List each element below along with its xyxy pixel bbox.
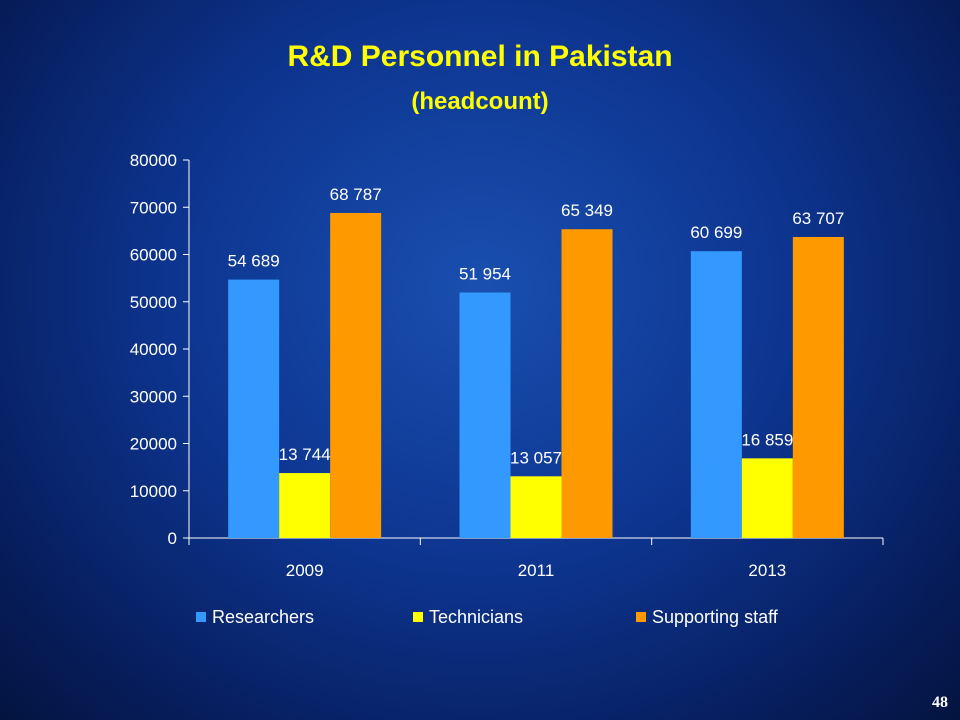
y-tick-label: 70000 — [130, 198, 177, 217]
bar-researchers — [228, 279, 280, 538]
y-tick-label: 40000 — [130, 340, 177, 359]
bar-technicians — [279, 473, 331, 538]
data-label: 65 349 — [561, 201, 613, 220]
x-tick-label: 2011 — [518, 561, 555, 580]
bar-technicians — [741, 458, 793, 538]
y-tick-label: 10000 — [130, 482, 177, 501]
page-number: 48 — [932, 694, 948, 711]
x-tick-label: 2013 — [748, 561, 786, 580]
y-tick-label: 0 — [168, 529, 177, 548]
y-tick-label: 50000 — [130, 293, 177, 312]
y-tick-label: 80000 — [130, 151, 177, 170]
chart-subtitle: (headcount) — [411, 88, 549, 115]
chart-title: R&D Personnel in Pakistan — [287, 40, 673, 73]
data-label: 54 689 — [228, 252, 280, 271]
bar-supporting-staff — [330, 212, 382, 538]
legend-label: Researchers — [212, 607, 314, 627]
data-label: 51 954 — [459, 265, 511, 284]
data-label: 68 787 — [330, 185, 382, 204]
bar-researchers — [459, 292, 511, 538]
y-tick-label: 30000 — [130, 387, 177, 406]
data-label: 63 707 — [792, 209, 844, 228]
y-tick-label: 20000 — [130, 435, 177, 454]
x-tick-label: 2009 — [286, 561, 324, 580]
bar-researchers — [690, 251, 742, 539]
data-label: 60 699 — [690, 223, 742, 242]
legend-label: Supporting staff — [652, 607, 779, 627]
bar-supporting-staff — [561, 229, 613, 539]
legend-swatch — [413, 612, 423, 622]
data-label: 13 057 — [510, 448, 562, 467]
data-label: 16 859 — [741, 430, 793, 449]
legend-label: Technicians — [429, 607, 523, 627]
y-tick-label: 60000 — [130, 246, 177, 265]
legend-swatch — [196, 612, 206, 622]
data-label: 13 744 — [279, 445, 331, 464]
bar-technicians — [510, 476, 562, 538]
legend-swatch — [636, 612, 646, 622]
bar-supporting-staff — [792, 236, 844, 538]
